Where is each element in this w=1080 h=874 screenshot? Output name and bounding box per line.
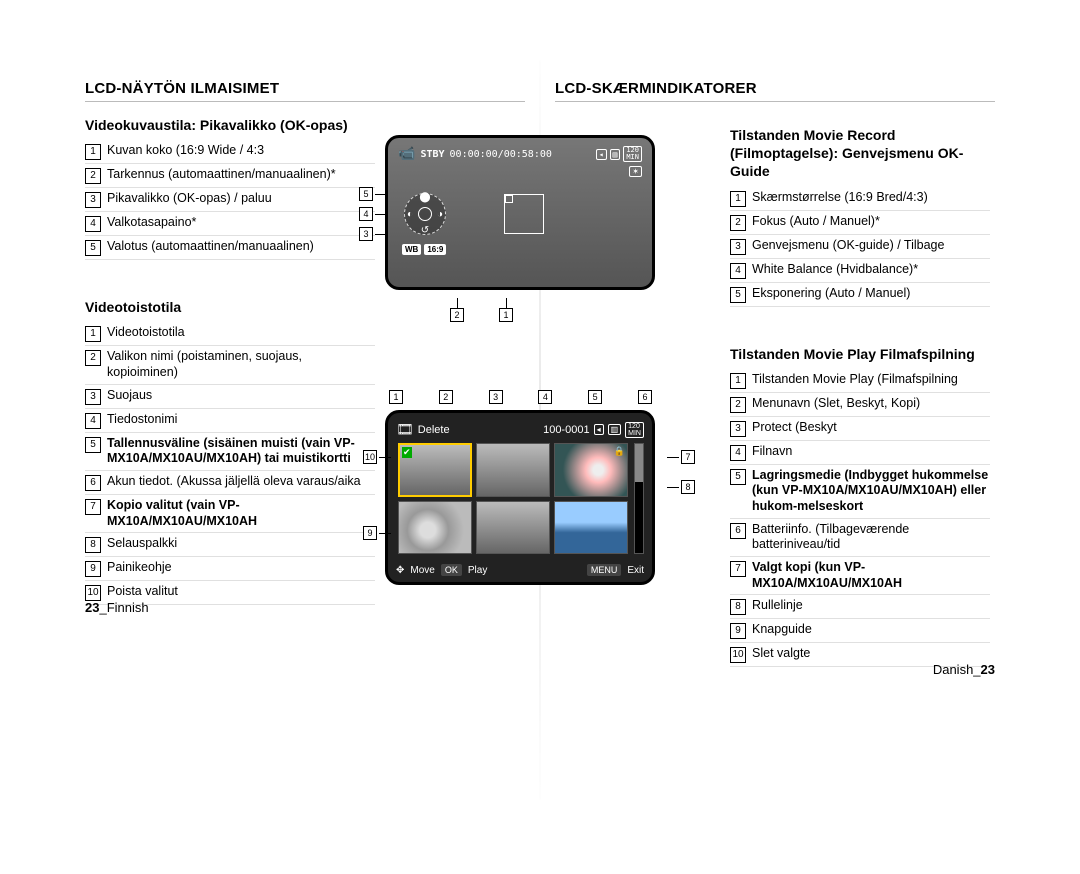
lcd-screen-play: 🎞 Delete 100-0001 ◂ ▥ 120MIN ✔ 🔒 ✥ Move … xyxy=(385,410,655,585)
list-item: 8Selauspalkki xyxy=(85,533,375,557)
right-heading: LCD-SKÆRMINDIKATORER xyxy=(555,80,995,102)
list-item: 4Filnavn xyxy=(730,441,990,465)
left-heading: LCD-NÄYTÖN ILMAISIMET xyxy=(85,80,525,102)
list-item: 9Painikeohje xyxy=(85,557,375,581)
min-icon: 120MIN xyxy=(623,146,642,162)
card-icon: ◂ xyxy=(594,424,604,435)
list-item: 5Eksponering (Auto / Manuel) xyxy=(730,283,990,307)
list-item: 1Skærmstørrelse (16:9 Bred/4:3) xyxy=(730,187,990,211)
wb-tag: WB xyxy=(402,244,421,255)
list-item: 2Valikon nimi (poistaminen, suojaus, kop… xyxy=(85,346,375,384)
list-item: 6Batteriinfo. (Tilbageværende batteriniv… xyxy=(730,519,990,557)
left-sec2-list: 1Videotoistotila2Valikon nimi (poistamin… xyxy=(85,322,375,605)
ratio-tag: 16:9 xyxy=(424,244,446,255)
right-sec2-title: Tilstanden Movie Play Filmafspilning xyxy=(730,345,995,363)
list-item: 2Fokus (Auto / Manuel)* xyxy=(730,211,990,235)
list-item: 3Suojaus xyxy=(85,385,375,409)
battery-icon: ▥ xyxy=(608,424,622,435)
thumb[interactable]: 🔒 xyxy=(554,443,628,497)
right-sec1-title: Tilstanden Movie Record (Filmoptagelse):… xyxy=(730,126,995,181)
exit-label: Exit xyxy=(627,565,644,576)
thumb[interactable] xyxy=(476,501,550,555)
lock-icon: 🔒 xyxy=(614,446,625,457)
min-icon: 120MIN xyxy=(625,422,644,438)
list-item: 7Valgt kopi (kun VP-MX10A/MX10AU/MX10AH xyxy=(730,557,990,595)
battery-icon: ▥ xyxy=(610,149,621,160)
list-item: 1Kuvan koko (16:9 Wide / 4:3 xyxy=(85,140,375,164)
dpad-icon: ✥ xyxy=(396,565,404,576)
focus-box xyxy=(504,194,544,234)
list-item: 2Menunavn (Slet, Beskyt, Kopi) xyxy=(730,393,990,417)
stby-label: STBY xyxy=(420,149,444,160)
list-item: 4Tiedostonimi xyxy=(85,409,375,433)
list-item: 7Kopio valitut (vain VP-MX10A/MX10AU/MX1… xyxy=(85,495,375,533)
list-item: 5Lagringsmedie (Indbygget hukommelse (ku… xyxy=(730,465,990,519)
list-item: 5Valotus (automaattinen/manuaalinen) xyxy=(85,236,375,260)
list-item: 9Knapguide xyxy=(730,619,990,643)
list-item: 3Pikavalikko (OK-opas) / paluu xyxy=(85,188,375,212)
list-item: 1Tilstanden Movie Play (Filmafspilning xyxy=(730,369,990,393)
list-item: 1Videotoistotila xyxy=(85,322,375,346)
thumb[interactable]: ✔ xyxy=(398,443,472,497)
time-label: 00:00:00/00:58:00 xyxy=(450,149,552,160)
film-icon: 🎞 xyxy=(396,421,414,438)
left-sec1-list: 1Kuvan koko (16:9 Wide / 4:3 2Tarkennus … xyxy=(85,140,375,260)
thumb[interactable] xyxy=(398,501,472,555)
dial-control: ⬤ ↺ ◐ ◑ xyxy=(404,193,446,235)
menu-button[interactable]: MENU xyxy=(587,564,622,576)
right-sec1-list: 1Skærmstørrelse (16:9 Bred/4:3) 2Fokus (… xyxy=(730,187,990,307)
lcd-screen-record: 📹 STBY 00:00:00/00:58:00 ◂ ▥ 120MIN ✶ ⬤ … xyxy=(385,135,655,290)
list-item: 4White Balance (Hvidbalance)* xyxy=(730,259,990,283)
list-item: 5Tallennusväline (sisäinen muisti (vain … xyxy=(85,433,375,471)
list-item: 4Valkotasapaino* xyxy=(85,212,375,236)
list-item: 3Protect (Beskyt xyxy=(730,417,990,441)
screen2-right-callouts: 7 8 xyxy=(665,450,695,510)
right-sec2-list: 1Tilstanden Movie Play (Filmafspilning2M… xyxy=(730,369,990,667)
thumb[interactable] xyxy=(554,501,628,555)
scrollbar[interactable] xyxy=(634,443,644,554)
list-item: 3Genvejsmenu (OK-guide) / Tilbage xyxy=(730,235,990,259)
check-icon: ✔ xyxy=(402,447,412,458)
left-footer: 23_Finnish xyxy=(85,600,149,615)
ok-button[interactable]: OK xyxy=(441,564,462,576)
left-sec1-title: Videokuvaustila: Pikavalikko (OK-opas) xyxy=(85,116,525,134)
right-footer: Danish_23 xyxy=(933,662,995,677)
stabilizer-icon: ✶ xyxy=(629,166,642,177)
filecode-label: 100-0001 xyxy=(543,424,590,436)
thumbnail-grid: ✔ 🔒 xyxy=(398,443,628,554)
delete-label: Delete xyxy=(418,424,450,436)
thumb[interactable] xyxy=(476,443,550,497)
list-item: 2Tarkennus (automaattinen/manuaalinen)* xyxy=(85,164,375,188)
list-item: 6Akun tiedot. (Akussa jäljellä oleva var… xyxy=(85,471,375,495)
screen2-left-callouts: 10 9 xyxy=(363,450,393,602)
screen2-top-callouts: 123 456 xyxy=(389,390,652,404)
screen1-bottom-callouts: 2 1 xyxy=(450,298,513,322)
play-label: Play xyxy=(468,565,487,576)
move-label: Move xyxy=(410,565,434,576)
list-item: 8Rullelinje xyxy=(730,595,990,619)
camera-icon: 📹 xyxy=(398,146,415,162)
card-icon: ◂ xyxy=(596,149,607,160)
